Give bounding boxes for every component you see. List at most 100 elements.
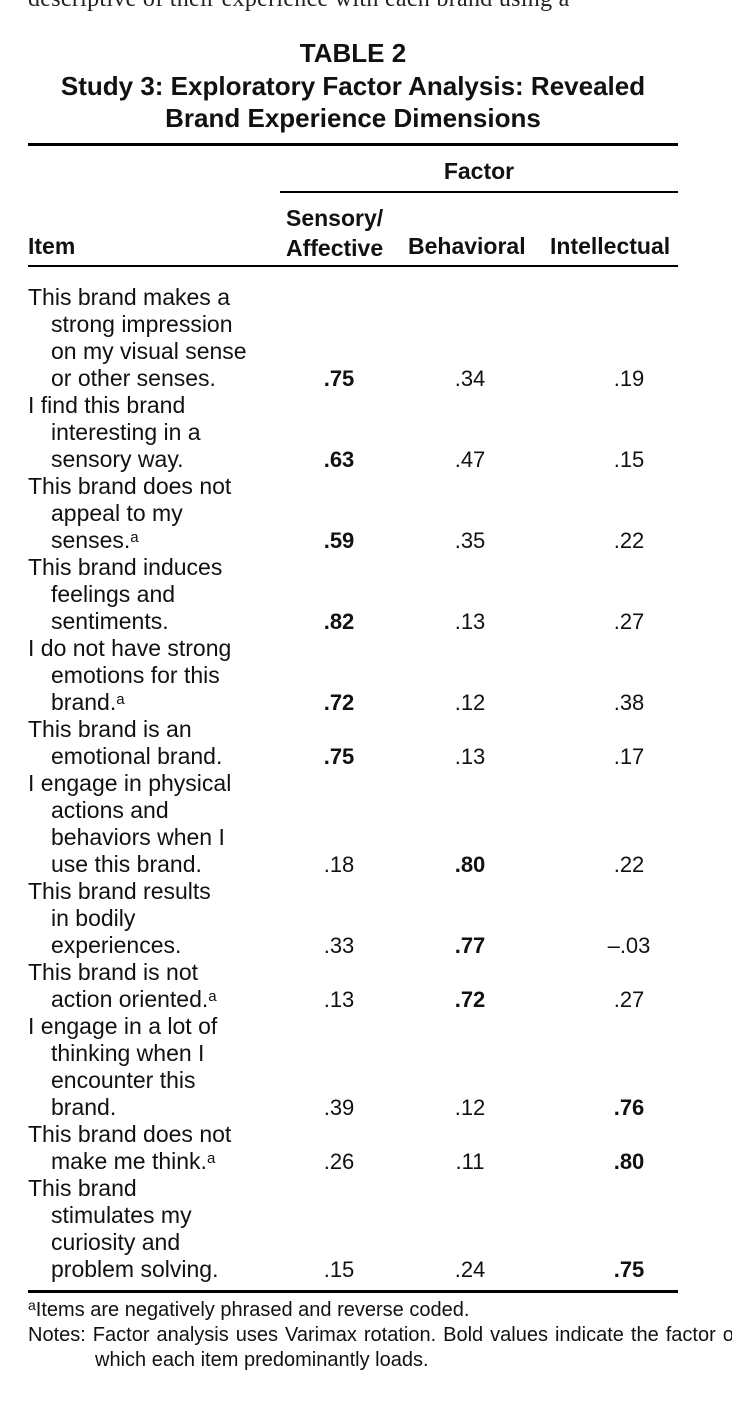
table-title: TABLE 2 Study 3: Exploratory Factor Anal…	[28, 36, 678, 134]
loading-intellectual: .15	[613, 447, 645, 472]
loading-behavioral: .11	[455, 1149, 485, 1174]
loading-sensory-affective: .82	[323, 609, 355, 634]
table-body: This brand makes a strong impression on my…	[28, 284, 678, 1283]
reverse-coded-marker: a	[206, 1150, 216, 1167]
item-line: This brand	[28, 1175, 137, 1201]
item-line: interesting in a	[51, 419, 201, 445]
item-text: This brand induces feelings and sentiments…	[28, 554, 278, 635]
item-line: feelings and	[51, 581, 176, 607]
item-line: sentiments.	[51, 608, 169, 634]
item-text: This brand makes a strong impression on my…	[28, 284, 278, 392]
item-line: I find this brand	[28, 392, 186, 418]
loading-sensory-affective: .72	[323, 690, 355, 715]
item-line: thinking when I	[51, 1040, 205, 1066]
table-row: This brand results in bodily experiences..…	[28, 878, 678, 959]
cutoff-body-text: descriptive of their experience with eac…	[28, 0, 678, 13]
loading-intellectual: .27	[613, 609, 645, 634]
loading-intellectual: .75	[613, 1257, 645, 1282]
item-line: I engage in a lot of	[28, 1013, 218, 1039]
item-line: make me think.a	[51, 1148, 216, 1174]
loading-sensory-affective: .18	[323, 852, 355, 877]
loading-sensory-affective: .26	[323, 1149, 355, 1174]
loading-intellectual: .76	[613, 1095, 645, 1120]
loading-sensory-affective: .15	[323, 1257, 355, 1282]
item-text: I find this brand interesting in a sensory…	[28, 392, 278, 473]
item-line: This brand does not	[28, 473, 232, 499]
column-header-intellectual: Intellectual	[550, 233, 671, 259]
item-line: brand.	[51, 1094, 117, 1120]
table-row: This brand does not make me think.a .26 .11…	[28, 1121, 678, 1175]
item-line: problem solving.	[51, 1256, 219, 1282]
item-text: This brand stimulates my curiosity and prob…	[28, 1175, 278, 1283]
footnote-marker: a	[28, 1297, 36, 1313]
item-line: strong impression	[51, 311, 233, 337]
table-row: This brand makes a strong impression on my…	[28, 284, 678, 392]
item-line: stimulates my	[51, 1202, 192, 1228]
column-header-item: Item	[28, 233, 76, 259]
item-line: use this brand.	[51, 851, 202, 877]
item-line: encounter this	[51, 1067, 196, 1093]
item-text: This brand does not appeal to my senses.a	[28, 473, 278, 554]
reverse-coded-marker: a	[116, 691, 125, 708]
loading-intellectual: .22	[613, 852, 645, 877]
loading-behavioral: .13	[454, 609, 486, 634]
table-label: TABLE 2	[299, 38, 407, 68]
table-row: This brand induces feelings and sentiments…	[28, 554, 678, 635]
loading-behavioral: .47	[454, 447, 486, 472]
loading-intellectual: .17	[613, 744, 645, 769]
loading-intellectual: –.03	[607, 933, 651, 958]
item-text: This brand does not make me think.a	[28, 1121, 278, 1175]
item-line: in bodily	[51, 905, 136, 931]
item-text: This brand is an emotional brand.	[28, 716, 278, 770]
item-line: I engage in physical	[28, 770, 232, 796]
loading-sensory-affective: .63	[323, 447, 355, 472]
loading-intellectual: .27	[613, 987, 645, 1012]
loading-sensory-affective: .75	[323, 744, 355, 769]
loading-behavioral: .72	[454, 987, 486, 1012]
column-header-behavioral: Behavioral	[408, 233, 526, 259]
item-line: on my visual sense	[51, 338, 247, 364]
item-line: This brand is not	[28, 959, 199, 985]
loading-intellectual: .22	[613, 528, 645, 553]
item-line: This brand induces	[28, 554, 223, 580]
reverse-coded-marker: a	[208, 988, 217, 1005]
item-line: emotions for this	[51, 662, 220, 688]
table-caption: Study 3: Exploratory Factor Analysis: Re…	[60, 71, 646, 133]
item-line: experiences.	[51, 932, 182, 958]
table-row: This brand is an emotional brand. .75 .13 .1…	[28, 716, 678, 770]
item-line: actions and	[51, 797, 169, 823]
loading-behavioral: .13	[454, 744, 486, 769]
factor-rule	[280, 191, 678, 193]
table-row: I do not have strong emotions for this bra…	[28, 635, 678, 716]
loading-behavioral: .24	[454, 1257, 486, 1282]
item-text: This brand is not action oriented.a	[28, 959, 278, 1013]
item-text: I engage in physical actions and behaviors…	[28, 770, 278, 878]
loading-sensory-affective: .75	[323, 366, 355, 391]
item-line: I do not have strong	[28, 635, 232, 661]
loading-behavioral: .12	[454, 1095, 486, 1120]
item-line: curiosity and	[51, 1229, 181, 1255]
table-row: This brand stimulates my curiosity and prob…	[28, 1175, 678, 1283]
item-line: appeal to my	[51, 500, 183, 526]
loading-intellectual: .38	[613, 690, 645, 715]
loading-behavioral: .77	[454, 933, 486, 958]
item-line: emotional brand.	[51, 743, 223, 769]
loading-behavioral: .80	[454, 852, 486, 877]
loading-behavioral: .34	[454, 366, 486, 391]
table-row: This brand does not appeal to my senses.a.…	[28, 473, 678, 554]
item-line: This brand results	[28, 878, 211, 904]
item-line: behaviors when I	[51, 824, 225, 850]
table-row: I engage in physical actions and behaviors…	[28, 770, 678, 878]
top-rule	[28, 143, 678, 146]
table-row: I find this brand interesting in a sensory…	[28, 392, 678, 473]
loading-behavioral: .35	[454, 528, 486, 553]
item-line: sensory way.	[51, 446, 184, 472]
item-line: or other senses.	[51, 365, 216, 391]
reverse-coded-marker: a	[130, 529, 139, 546]
loading-sensory-affective: .39	[323, 1095, 355, 1120]
item-text: This brand results in bodily experiences.	[28, 878, 278, 959]
loading-behavioral: .12	[454, 690, 486, 715]
loading-intellectual: .80	[613, 1149, 645, 1174]
